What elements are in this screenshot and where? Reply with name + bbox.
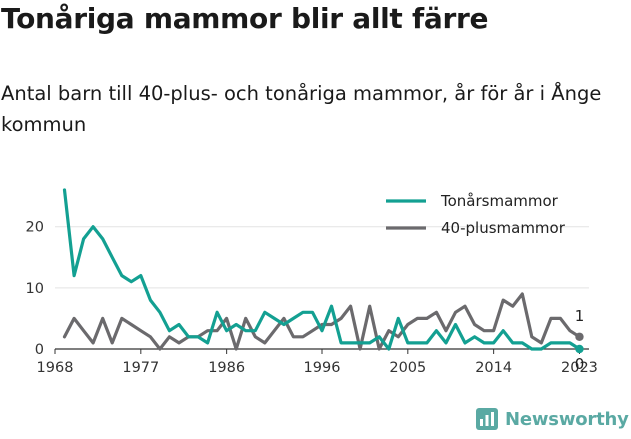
series-lines xyxy=(62,188,582,351)
end-point xyxy=(575,344,584,354)
chart-title: Tonåriga mammor blir allt färre xyxy=(1,2,489,35)
end-value-label: 0 xyxy=(575,355,585,373)
y-tick-label: 10 xyxy=(26,281,44,297)
chart-subtitle: Antal barn till 40-plus- och tonåriga ma… xyxy=(1,82,602,136)
x-tick-label: 1986 xyxy=(208,360,245,376)
x-tick-label: 1968 xyxy=(37,360,74,376)
end-labels: 10 xyxy=(575,307,585,373)
x-tick-label: 1977 xyxy=(122,360,159,376)
legend: Tonårsmammor 40-plusmammor xyxy=(386,192,566,237)
legend-label: 40-plusmammor xyxy=(441,219,566,237)
series-line-tonarsmammor xyxy=(62,188,582,351)
x-axis: 1968 1977 1986 1996 2005 2014 2023 xyxy=(37,349,598,376)
x-tick-label: 2014 xyxy=(475,360,512,376)
y-axis-tick-labels: 0 10 20 xyxy=(26,220,44,358)
newsworthy-logo-icon xyxy=(476,408,498,430)
series-line-40-plusmammor xyxy=(62,292,582,351)
newsworthy-brand: Newsworthy xyxy=(476,408,629,430)
end-value-label: 1 xyxy=(575,307,585,325)
end-point xyxy=(575,332,584,341)
y-tick-label: 0 xyxy=(35,342,44,358)
y-tick-label: 20 xyxy=(26,220,44,236)
x-tick-label: 1996 xyxy=(304,360,341,376)
brand-name: Newsworthy xyxy=(505,408,629,430)
x-tick-label: 2023 xyxy=(561,360,598,376)
legend-label: Tonårsmammor xyxy=(440,192,559,210)
x-tick-label: 2005 xyxy=(389,360,426,376)
